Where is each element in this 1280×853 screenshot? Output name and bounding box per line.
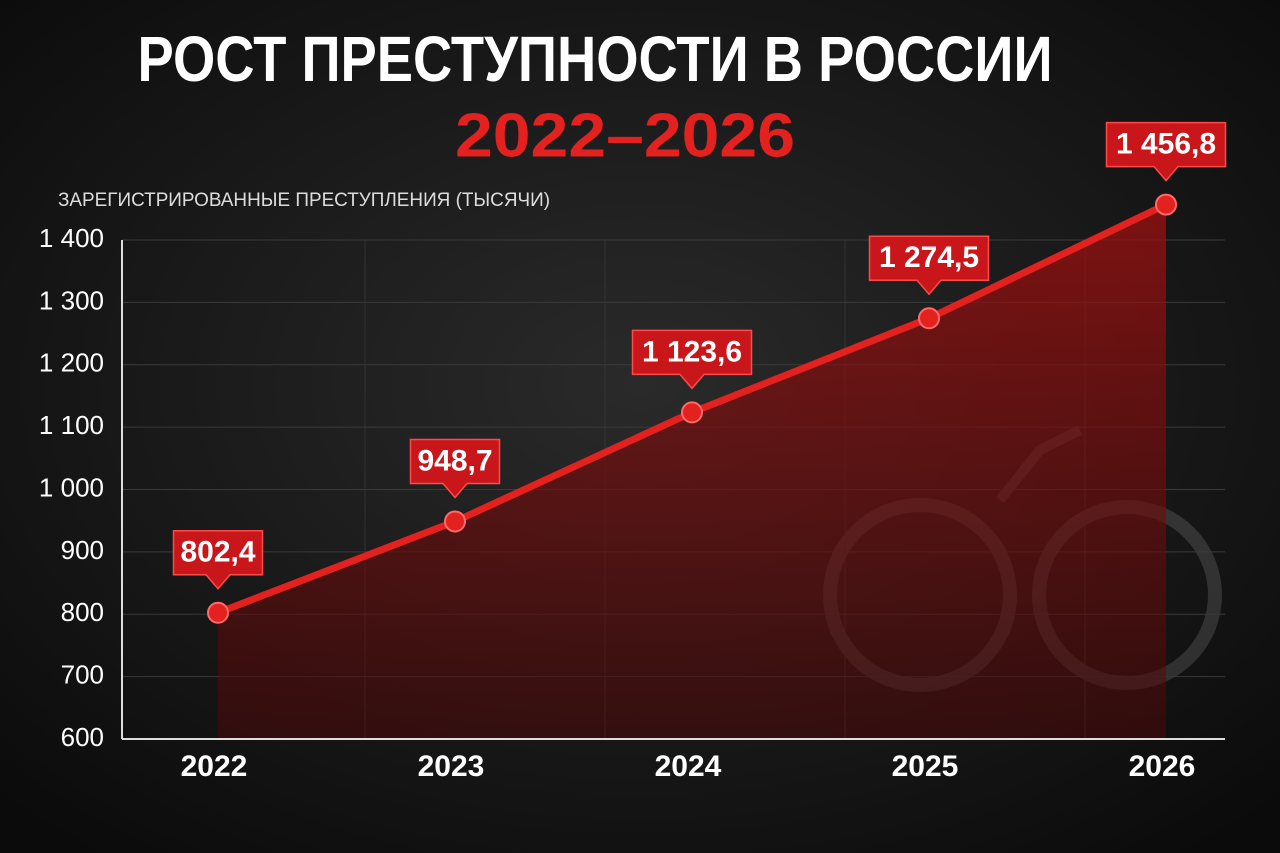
y-tick-label: 1 400 <box>39 223 104 253</box>
label-box <box>172 530 264 590</box>
value-label: 1 123,6 <box>642 335 742 368</box>
y-tick-label: 1 300 <box>39 285 104 315</box>
area <box>218 204 1166 740</box>
x-tick-label: 2025 <box>892 750 959 783</box>
y-tick-label: 700 <box>61 660 104 690</box>
value-label: 1 274,5 <box>879 241 979 274</box>
label-box <box>868 235 990 296</box>
label-box <box>1105 121 1227 182</box>
point <box>681 401 703 424</box>
x-tick-label: 2023 <box>418 750 485 783</box>
x-tick-label: 2024 <box>655 750 722 783</box>
x-tick-label: 2026 <box>1129 750 1196 783</box>
value-label: 948,7 <box>417 444 492 477</box>
point <box>207 601 229 624</box>
label-box <box>409 438 501 499</box>
y-tick-label: 600 <box>61 722 104 752</box>
point <box>1155 193 1177 216</box>
y-tick-label: 800 <box>61 597 104 627</box>
point <box>918 307 940 330</box>
chart-subtitle: 2022–2026 <box>455 101 795 170</box>
point <box>444 510 466 533</box>
value-label: 1 456,8 <box>1116 127 1216 160</box>
y-tick-label: 1 200 <box>39 348 104 378</box>
y-tick-label: 900 <box>61 535 104 565</box>
y-tick-label: 1 000 <box>39 472 104 502</box>
x-tick-label: 2022 <box>181 750 248 783</box>
y-tick-label: 1 100 <box>39 410 104 440</box>
label-box <box>631 329 753 390</box>
y-axis-label: ЗАРЕГИСТРИРОВАННЫЕ ПРЕСТУПЛЕНИЯ (ТЫСЯЧИ) <box>58 190 550 211</box>
chart-title: РОСТ ПРЕСТУПНОСТИ В РОССИИ <box>138 23 1053 95</box>
value-label: 802,4 <box>180 536 255 569</box>
